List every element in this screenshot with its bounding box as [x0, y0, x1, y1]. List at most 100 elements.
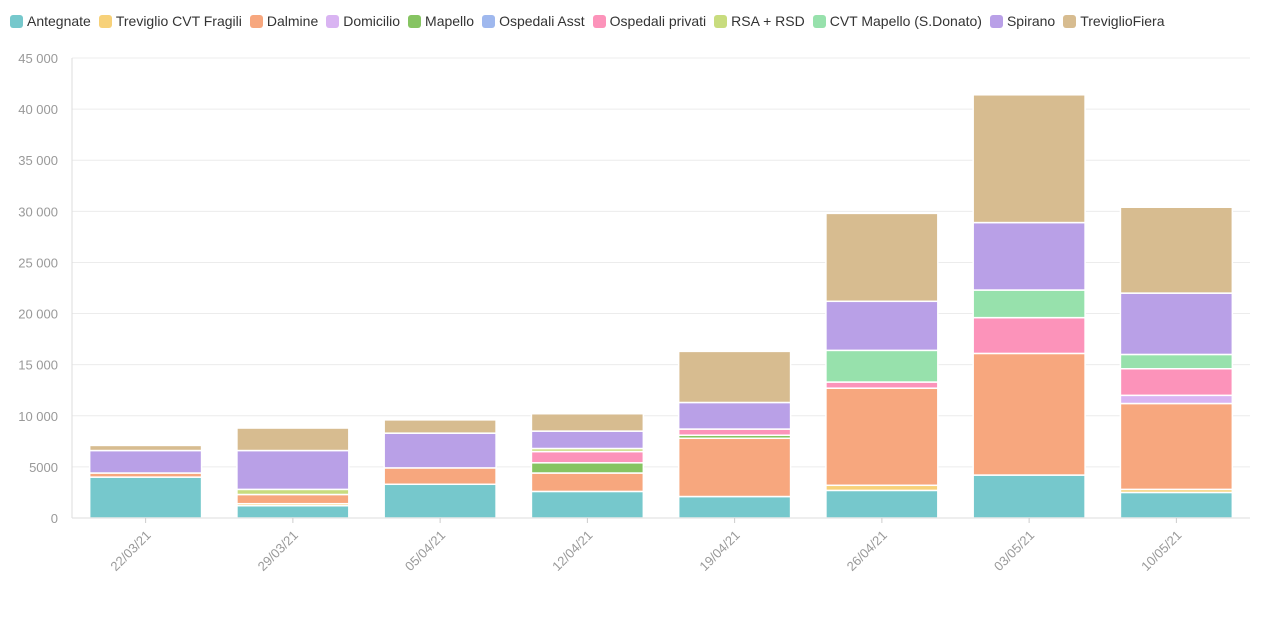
x-tick-label: 03/05/21 [991, 528, 1037, 574]
bar-dalmine[interactable] [677, 437, 792, 498]
bar-antegnate[interactable] [677, 495, 792, 519]
bar-cvt-mapello-s-donato[interactable] [825, 349, 939, 383]
bar-spirano[interactable] [88, 449, 203, 474]
bar-stack-22-03-21 [88, 444, 203, 519]
legend-swatch [812, 14, 826, 28]
legend-item-rsa-rsd[interactable]: RSA + RSD [714, 13, 805, 29]
bar-stack-29-03-21 [236, 427, 350, 519]
bar-ospedali-privati[interactable] [677, 428, 792, 436]
legend-swatch [98, 14, 112, 28]
x-tick-label: 26/04/21 [844, 528, 890, 574]
bar-antegnate[interactable] [88, 476, 203, 519]
bar-ospedali-privati[interactable] [825, 381, 939, 389]
legend-item-treviglio-cvt-fragili[interactable]: Treviglio CVT Fragili [98, 13, 242, 29]
x-tick-label: 12/04/21 [549, 528, 595, 574]
legend-label: TreviglioFiera [1080, 13, 1165, 29]
bar-trevigliofiera[interactable] [972, 94, 1086, 224]
bar-spirano[interactable] [825, 300, 939, 352]
legend-item-ospedali-privati[interactable]: Ospedali privati [592, 13, 707, 29]
y-tick-label: 5000 [29, 460, 58, 475]
legend-item-domicilio[interactable]: Domicilio [326, 13, 400, 29]
legend-label: Domicilio [343, 13, 401, 29]
bar-dalmine[interactable] [972, 352, 1086, 476]
legend-swatch [989, 14, 1003, 28]
x-tick-label: 05/04/21 [402, 528, 448, 574]
bar-dalmine[interactable] [825, 387, 939, 487]
bars [88, 94, 1234, 519]
bar-stack-12-04-21 [530, 412, 645, 519]
bar-stack-10-05-21 [1119, 206, 1234, 519]
bar-trevigliofiera[interactable] [1119, 206, 1234, 294]
y-tick-label: 30 000 [18, 204, 58, 219]
y-tick-label: 15 000 [18, 358, 58, 373]
legend-item-ospedali-asst[interactable]: Ospedali Asst [482, 13, 585, 29]
legend-item-dalmine[interactable]: Dalmine [249, 13, 319, 29]
y-tick-label: 0 [51, 511, 58, 526]
bar-stack-05-04-21 [383, 419, 497, 519]
bar-dalmine[interactable] [236, 493, 350, 505]
legend-label: Ospedali privati [609, 13, 707, 29]
legend-swatch [408, 14, 422, 28]
legend-swatch [10, 14, 23, 28]
bar-ospedali-privati[interactable] [1119, 368, 1234, 397]
bar-spirano[interactable] [972, 221, 1086, 291]
y-tick-label: 10 000 [18, 409, 58, 424]
legend-label: Spirano [1006, 13, 1056, 29]
bar-treviglio-cvt-fragili[interactable] [825, 484, 939, 492]
bar-trevigliofiera[interactable] [530, 412, 645, 432]
bar-dalmine[interactable] [530, 472, 645, 493]
y-tick-label: 35 000 [18, 153, 58, 168]
x-tick-label: 22/03/21 [107, 528, 153, 574]
legend-label: Dalmine [266, 13, 319, 29]
bar-antegnate[interactable] [383, 483, 497, 519]
x-tick-label: 19/04/21 [696, 528, 742, 574]
legend-label: Treviglio CVT Fragili [115, 13, 242, 29]
legend-item-cvt-mapello-s-donato[interactable]: CVT Mapello (S.Donato) [812, 13, 982, 29]
legend-item-trevigliofiera[interactable]: TreviglioFiera [1063, 13, 1165, 29]
bar-stack-03-05-21 [972, 94, 1086, 519]
legend-swatch [249, 14, 263, 28]
bar-ospedali-privati[interactable] [972, 316, 1086, 355]
y-axis-ticks: 0 5000 10 000 15 000 20 000 25 000 30 000 35 00… [18, 51, 58, 526]
x-axis-ticks: 22/03/21 29/03/21 05/04/21 12/04/21 19/04/21… [107, 518, 1184, 574]
legend-swatch [482, 14, 496, 28]
bar-antegnate[interactable] [530, 490, 645, 519]
bar-stack-19-04-21 [677, 350, 792, 519]
y-tick-label: 45 000 [18, 51, 58, 66]
y-tick-label: 20 000 [18, 307, 58, 322]
bar-spirano[interactable] [383, 432, 497, 469]
x-tick-label: 10/05/21 [1138, 528, 1184, 574]
legend-label: Ospedali Asst [499, 13, 585, 29]
bar-trevigliofiera[interactable] [236, 427, 350, 452]
bar-mapello[interactable] [530, 462, 645, 474]
x-tick-label: 29/03/21 [255, 528, 301, 574]
legend-item-antegnate[interactable]: Antegnate [10, 13, 91, 29]
bar-ospedali-privati[interactable] [530, 450, 645, 464]
bar-rsa-rsd[interactable] [236, 488, 350, 496]
bar-antegnate[interactable] [972, 474, 1086, 519]
bar-spirano[interactable] [236, 449, 350, 491]
bar-spirano[interactable] [677, 401, 792, 430]
legend-swatch [1063, 14, 1077, 28]
bar-domicilio[interactable] [1119, 394, 1234, 405]
bar-dalmine[interactable] [1119, 402, 1234, 491]
legend-label: CVT Mapello (S.Donato) [829, 13, 982, 29]
bar-spirano[interactable] [1119, 292, 1234, 356]
bar-trevigliofiera[interactable] [825, 212, 939, 303]
bar-antegnate[interactable] [236, 504, 350, 519]
bar-antegnate[interactable] [1119, 491, 1234, 519]
y-tick-label: 40 000 [18, 102, 58, 117]
legend-item-spirano[interactable]: Spirano [989, 13, 1056, 29]
bar-trevigliofiera[interactable] [88, 444, 203, 452]
chart-legend: Antegnate Treviglio CVT Fragili Dalmine Dom… [10, 13, 1275, 29]
legend-item-mapello[interactable]: Mapello [408, 13, 474, 29]
bar-antegnate[interactable] [825, 489, 939, 519]
bar-trevigliofiera[interactable] [383, 419, 497, 434]
bar-spirano[interactable] [530, 430, 645, 450]
bar-cvt-mapello-s-donato[interactable] [972, 289, 1086, 319]
bar-stack-26-04-21 [825, 212, 939, 519]
bar-dalmine[interactable] [383, 467, 497, 486]
bar-trevigliofiera[interactable] [677, 350, 792, 404]
bar-cvt-mapello-s-donato[interactable] [1119, 353, 1234, 370]
